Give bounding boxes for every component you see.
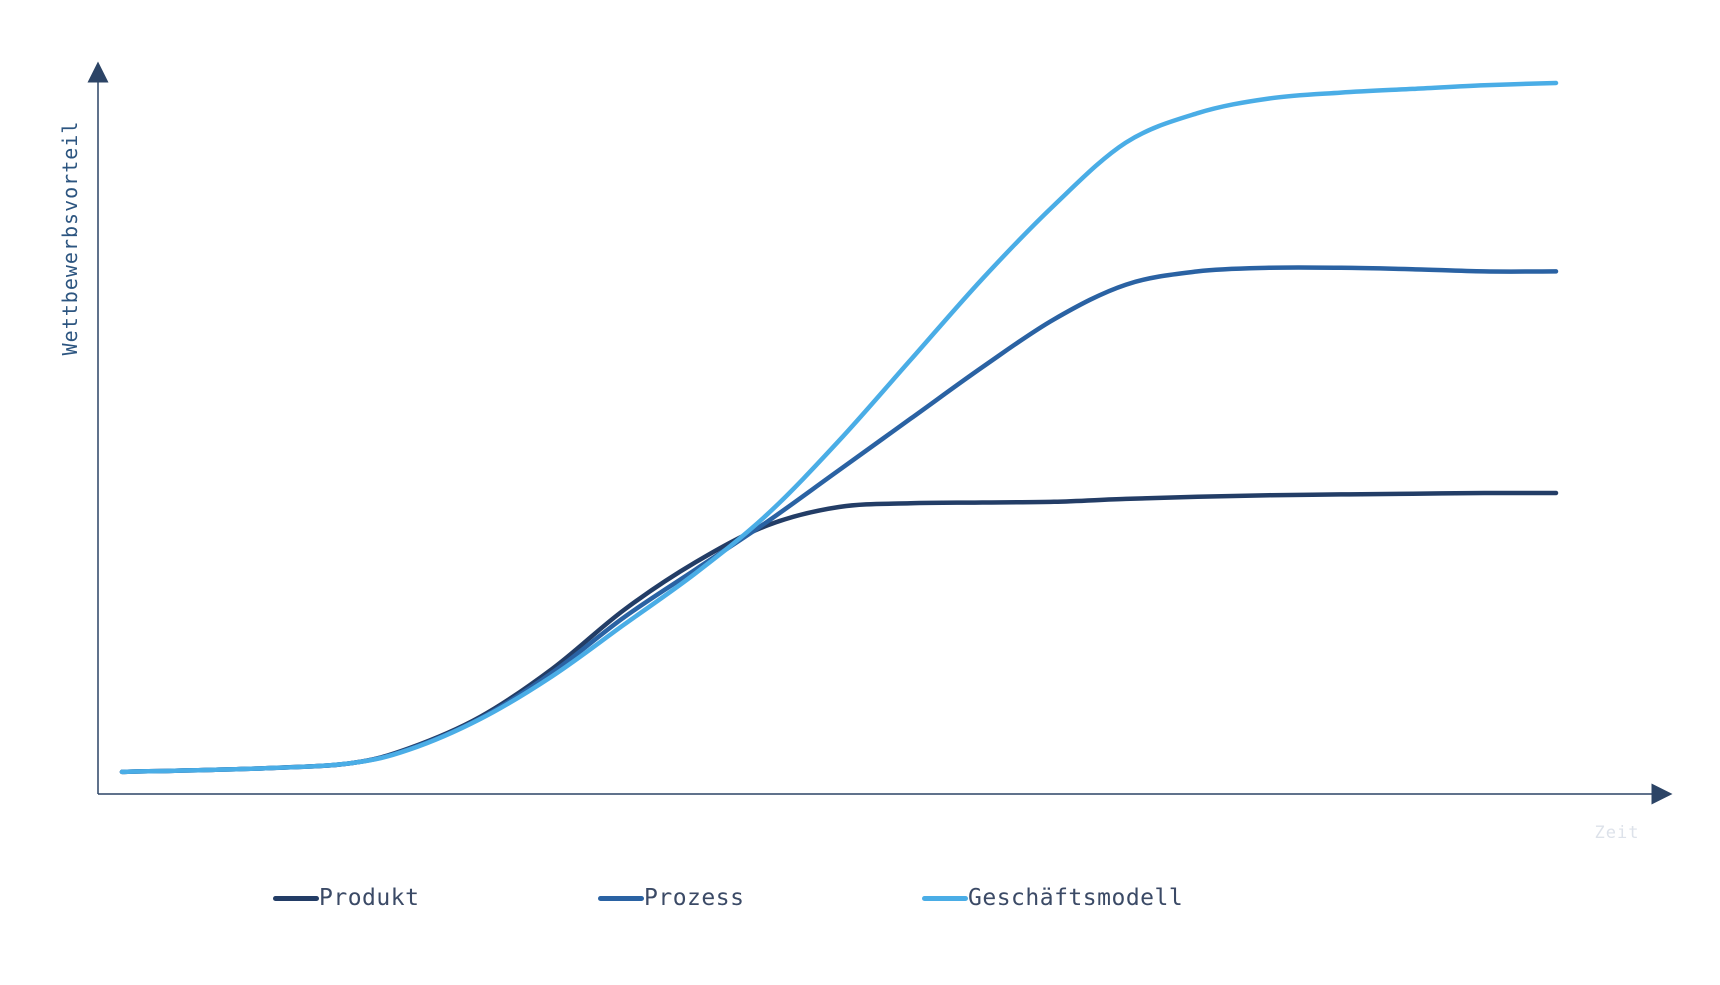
x-axis-label: Zeit [1595, 823, 1640, 843]
legend-swatch-produkt [273, 895, 319, 901]
y-axis-label: Wettbewerbsvorteil [58, 121, 82, 356]
legend-label-geschaeftsmodell: Geschäftsmodell [968, 885, 1184, 911]
legend-label-prozess: Prozess [644, 885, 745, 911]
series-line-geschaeftsmodell [119, 80, 1559, 775]
legend-item-geschaeftsmodell: Geschäftsmodell [922, 878, 1183, 918]
legend-item-produkt: Produkt [273, 878, 419, 918]
axes [87, 61, 1673, 805]
legend-swatch-geschaeftsmodell [922, 895, 968, 901]
legend-swatch-prozess [598, 895, 644, 901]
legend-label-produkt: Produkt [319, 885, 420, 911]
series-line-produkt [119, 490, 1559, 775]
series-line-prozess [119, 265, 1559, 775]
legend-item-prozess: Prozess [598, 878, 744, 918]
series-layer [119, 80, 1559, 775]
legend: Produkt Prozess Geschäftsmodell [0, 878, 1720, 918]
